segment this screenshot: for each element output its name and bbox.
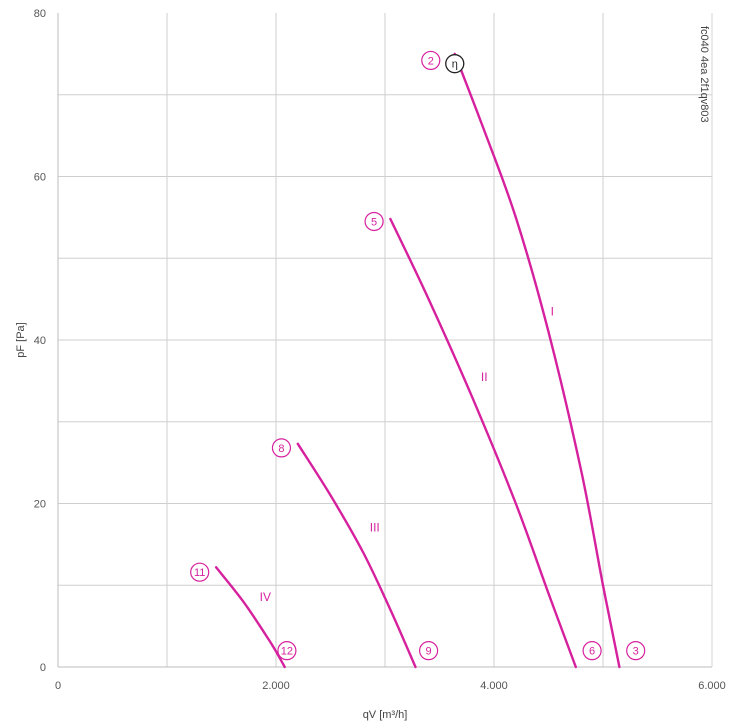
y-tick-label: 60 (34, 172, 46, 184)
operating-point-marker-label: 2 (428, 55, 434, 67)
operating-point-marker: 9 (419, 641, 439, 661)
x-tick-label: 0 (55, 680, 61, 692)
operating-point-marker-circle (582, 641, 602, 661)
curve-markers: 2 3 5 6 8 9 11 12 η (190, 50, 646, 661)
axes (57, 13, 713, 668)
operating-point-marker: 5 (364, 211, 384, 232)
operating-point-marker-circle (190, 562, 210, 582)
operating-point-marker-label: 11 (194, 567, 205, 579)
operating-point-marker-circle (419, 641, 439, 661)
efficiency-marker-label: η (452, 59, 458, 71)
operating-point-marker-circle (421, 50, 441, 71)
y-tick-label: 80 (34, 8, 46, 20)
operating-point-marker-circle (271, 438, 292, 458)
operating-point-marker-circle (626, 641, 646, 661)
document-id: fc040 4ea 2f1qv803 (698, 26, 710, 123)
operating-point-marker-label: 8 (278, 443, 284, 455)
x-tick-label: 4.000 (480, 680, 508, 692)
curve-label: II (481, 370, 488, 384)
efficiency-marker: η (445, 54, 465, 74)
operating-point-marker: 8 (271, 438, 292, 458)
curve-iii (296, 442, 417, 669)
curve-iv (214, 566, 286, 669)
operating-point-marker-circle (364, 211, 384, 232)
efficiency-marker-circle (445, 54, 465, 74)
y-tick-label: 0 (40, 662, 46, 674)
operating-point-marker-label: 12 (281, 646, 293, 658)
operating-point-marker: 3 (626, 641, 646, 661)
operating-point-marker: 2 (421, 50, 441, 71)
operating-point-marker: 12 (277, 641, 297, 661)
operating-point-marker-label: 9 (426, 646, 432, 658)
operating-point-marker: 6 (582, 641, 602, 661)
y-axis-label: pF [Pa] (15, 322, 27, 357)
x-tick-label: 2.000 (262, 680, 290, 692)
curve-label: I (551, 304, 554, 318)
operating-point-marker-circle (277, 641, 297, 661)
curve-ii (389, 217, 577, 669)
operating-point-marker-label: 6 (589, 646, 595, 658)
curve-label: III (370, 520, 380, 534)
tick-labels: 0 2.000 4.000 6.000 0 20 40 60 80 (34, 8, 726, 692)
y-tick-label: 20 (34, 499, 46, 511)
grid (58, 13, 712, 667)
curve-i (453, 52, 621, 669)
operating-point-marker-label: 5 (371, 216, 377, 228)
y-tick-label: 40 (34, 335, 46, 347)
x-axis-label: qV [m³/h] (363, 709, 408, 721)
curve-label: IV (260, 590, 271, 604)
operating-point-marker: 11 (190, 562, 210, 582)
x-tick-label: 6.000 (698, 680, 726, 692)
operating-point-marker-label: 3 (633, 646, 639, 658)
